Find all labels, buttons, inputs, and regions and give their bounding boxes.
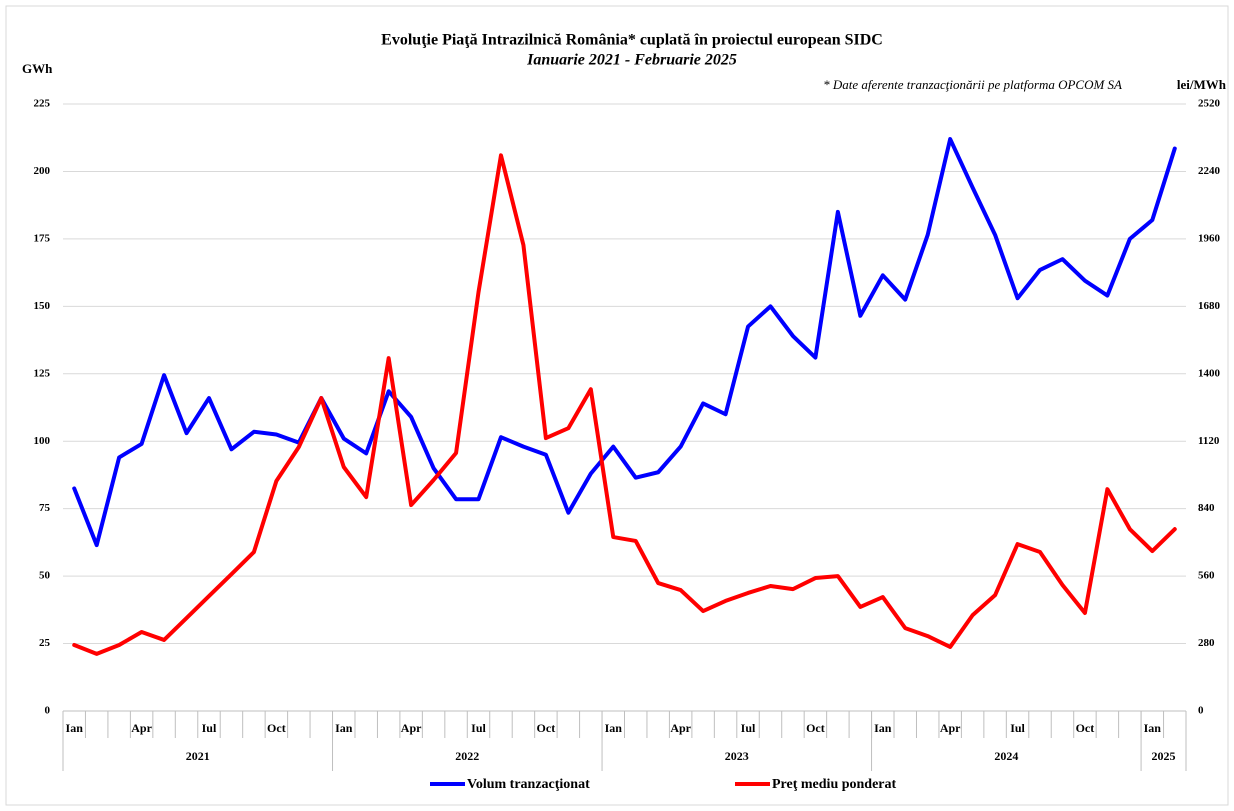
y-tick-label: 175 — [34, 232, 51, 244]
x-tick-label: Oct — [1076, 721, 1095, 735]
x-tick-label: Ian — [66, 721, 84, 735]
y-tick-label: 225 — [34, 98, 51, 110]
y2-tick-label: 1960 — [1198, 232, 1221, 244]
y2-axis-label: lei/MWh — [1177, 77, 1227, 92]
y-tick-label: 25 — [39, 637, 51, 649]
y-tick-label: 100 — [34, 435, 51, 447]
series-line — [72, 153, 1177, 656]
series-line — [72, 137, 1177, 548]
y-tick-label: 125 — [34, 367, 51, 379]
year-label: 2025 — [1152, 749, 1176, 763]
year-label: 2022 — [455, 749, 479, 763]
y2-tick-label: 2240 — [1198, 165, 1221, 177]
y2-tick-label: 280 — [1198, 637, 1215, 649]
y-tick-label: 0 — [45, 705, 51, 717]
y2-tick-label: 1680 — [1198, 300, 1221, 312]
y2-tick-label: 1120 — [1198, 435, 1220, 447]
y-tick-label: 50 — [39, 570, 51, 582]
x-tick-label: Oct — [267, 721, 286, 735]
y2-tick-label: 2520 — [1198, 98, 1221, 110]
year-label: 2024 — [994, 749, 1018, 763]
x-tick-label: Apr — [131, 721, 152, 735]
y2-tick-label: 840 — [1198, 502, 1215, 514]
x-tick-label: Apr — [940, 721, 961, 735]
x-tick-label: Iul — [1010, 721, 1025, 735]
x-tick-label: Iul — [202, 721, 217, 735]
x-tick-label: Apr — [401, 721, 422, 735]
x-tick-label: Ian — [874, 721, 892, 735]
year-label: 2023 — [725, 749, 749, 763]
chart-border — [5, 5, 1229, 806]
x-tick-label: Apr — [670, 721, 691, 735]
y-tick-label: 150 — [34, 300, 51, 312]
y2-tick-label: 0 — [1198, 705, 1204, 717]
y-tick-label: 75 — [39, 502, 51, 514]
y2-tick-label: 560 — [1198, 570, 1215, 582]
chart-title: Evoluţie Piaţă Intrazilnică România* cup… — [381, 32, 883, 49]
x-tick-label: Iul — [741, 721, 756, 735]
x-tick-label: Oct — [806, 721, 825, 735]
y2-tick-label: 1400 — [1198, 367, 1221, 379]
x-tick-label: Ian — [605, 721, 623, 735]
legend-label: Volum tranzacţionat — [467, 777, 590, 792]
year-label: 2021 — [186, 749, 210, 763]
x-tick-label: Ian — [335, 721, 353, 735]
legend-label: Preţ mediu ponderat — [772, 777, 897, 792]
x-tick-label: Oct — [537, 721, 556, 735]
x-tick-label: Ian — [1144, 721, 1162, 735]
annotation: * Date aferente tranzacţionării pe platf… — [823, 77, 1122, 92]
chart-subtitle: Ianuarie 2021 - Februarie 2025 — [526, 52, 737, 69]
x-tick-label: Iul — [471, 721, 486, 735]
y-tick-label: 200 — [34, 165, 51, 177]
y-axis-label: GWh — [22, 61, 53, 76]
